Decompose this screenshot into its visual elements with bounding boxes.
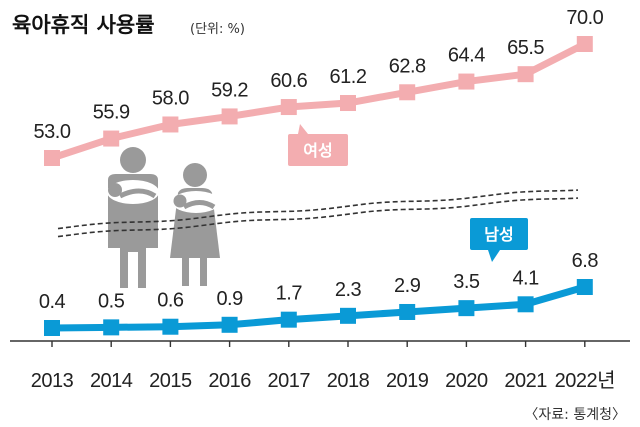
female-point <box>458 73 475 90</box>
female-line <box>50 40 587 162</box>
female-point <box>517 66 534 83</box>
series-male: 0.4 0.5 0.6 0.9 1.7 2.3 2.9 3.5 4.1 6.8 <box>39 250 599 336</box>
male-point <box>221 316 238 333</box>
male-point <box>399 303 416 320</box>
male-data-label: 0.4 <box>39 291 66 313</box>
female-data-label: 61.2 <box>330 66 367 88</box>
male-data-label: 1.7 <box>276 283 303 305</box>
female-point <box>340 95 356 112</box>
male-point <box>44 320 60 336</box>
female-point <box>103 130 120 147</box>
female-point <box>44 150 60 166</box>
female-point <box>399 84 416 101</box>
female-data-label: 55.9 <box>93 102 130 124</box>
female-data-label: 62.8 <box>389 55 426 77</box>
unit-label: (단위: %) <box>190 22 245 37</box>
female-tag-pointer <box>298 124 308 134</box>
mother-leg-left-icon <box>182 258 189 286</box>
x-axis-tick-label: 2015 <box>149 370 192 392</box>
male-point <box>162 318 179 335</box>
female-point <box>162 116 179 133</box>
female-tag-background <box>288 134 348 166</box>
female-data-label: 60.6 <box>270 70 307 92</box>
x-axis-tick-label: 2017 <box>268 370 311 392</box>
baby-head-icon <box>173 194 187 208</box>
male-point <box>280 311 297 328</box>
male-data-label: 4.1 <box>512 267 539 289</box>
female-data-label: 70.0 <box>566 7 603 29</box>
female-point <box>221 108 238 125</box>
female-data-label: 65.5 <box>507 37 544 59</box>
baby-head-icon <box>108 183 122 197</box>
x-axis-tick-label: 2020 <box>445 370 488 392</box>
x-axis-tick-label: 2019 <box>386 370 429 392</box>
mother-leg-right-icon <box>200 258 207 286</box>
male-data-label: 0.5 <box>98 290 125 312</box>
male-point <box>576 279 593 295</box>
male-data-label: 2.9 <box>394 275 421 297</box>
x-axis-tick-label: 2016 <box>208 370 251 392</box>
male-data-label: 2.3 <box>335 279 362 301</box>
male-tag-pointer <box>488 250 500 262</box>
x-axis-tick-label: 2013 <box>31 370 74 392</box>
female-point <box>280 99 297 116</box>
male-point <box>458 300 475 317</box>
axis-break-mark <box>57 189 579 238</box>
male-tag-label: 남성 <box>484 225 513 244</box>
male-series-tag: 남성 <box>470 218 528 262</box>
x-axis-tick-label: 2018 <box>327 370 370 392</box>
x-axis-tick-label: 2022년 <box>555 369 615 392</box>
female-data-label: 58.0 <box>152 87 189 109</box>
x-axis-tick-label: 2021 <box>504 370 547 392</box>
female-data-label: 59.2 <box>211 79 248 101</box>
male-point <box>517 296 534 313</box>
series-female: 53.0 55.9 58.0 59.2 60.6 61.2 62.8 64.4 65.5 70.0 <box>34 7 604 166</box>
female-series-tag: 여성 <box>288 124 348 166</box>
axis-break-line-upper <box>57 189 579 230</box>
female-point <box>576 36 593 52</box>
father-arm-icon <box>118 188 157 199</box>
source-note: 〈자료: 통계청〉 <box>524 407 626 423</box>
mother-arm-icon <box>182 200 216 210</box>
female-data-label: 64.4 <box>448 45 485 67</box>
male-tag-background <box>470 218 528 250</box>
male-line <box>51 283 586 332</box>
father-head-icon <box>120 147 146 173</box>
male-point <box>340 307 356 324</box>
x-axis: 2013 2014 2015 2016 2017 2018 2019 2020 2021 2022… <box>10 340 630 392</box>
male-data-label: 6.8 <box>572 250 599 272</box>
parents-with-baby-illustration <box>107 147 220 288</box>
female-data-label: 53.0 <box>34 121 71 143</box>
male-data-label: 3.5 <box>453 271 480 293</box>
axis-break-line-lower <box>57 197 579 238</box>
female-tag-label: 여성 <box>303 141 332 160</box>
male-point <box>103 319 120 336</box>
mother-head-icon <box>183 163 207 187</box>
male-data-label: 0.9 <box>216 288 243 310</box>
chart-title: 육아휴직 사용률 <box>12 13 155 37</box>
x-axis-tick-label: 2014 <box>90 370 133 392</box>
male-data-label: 0.6 <box>157 290 184 312</box>
